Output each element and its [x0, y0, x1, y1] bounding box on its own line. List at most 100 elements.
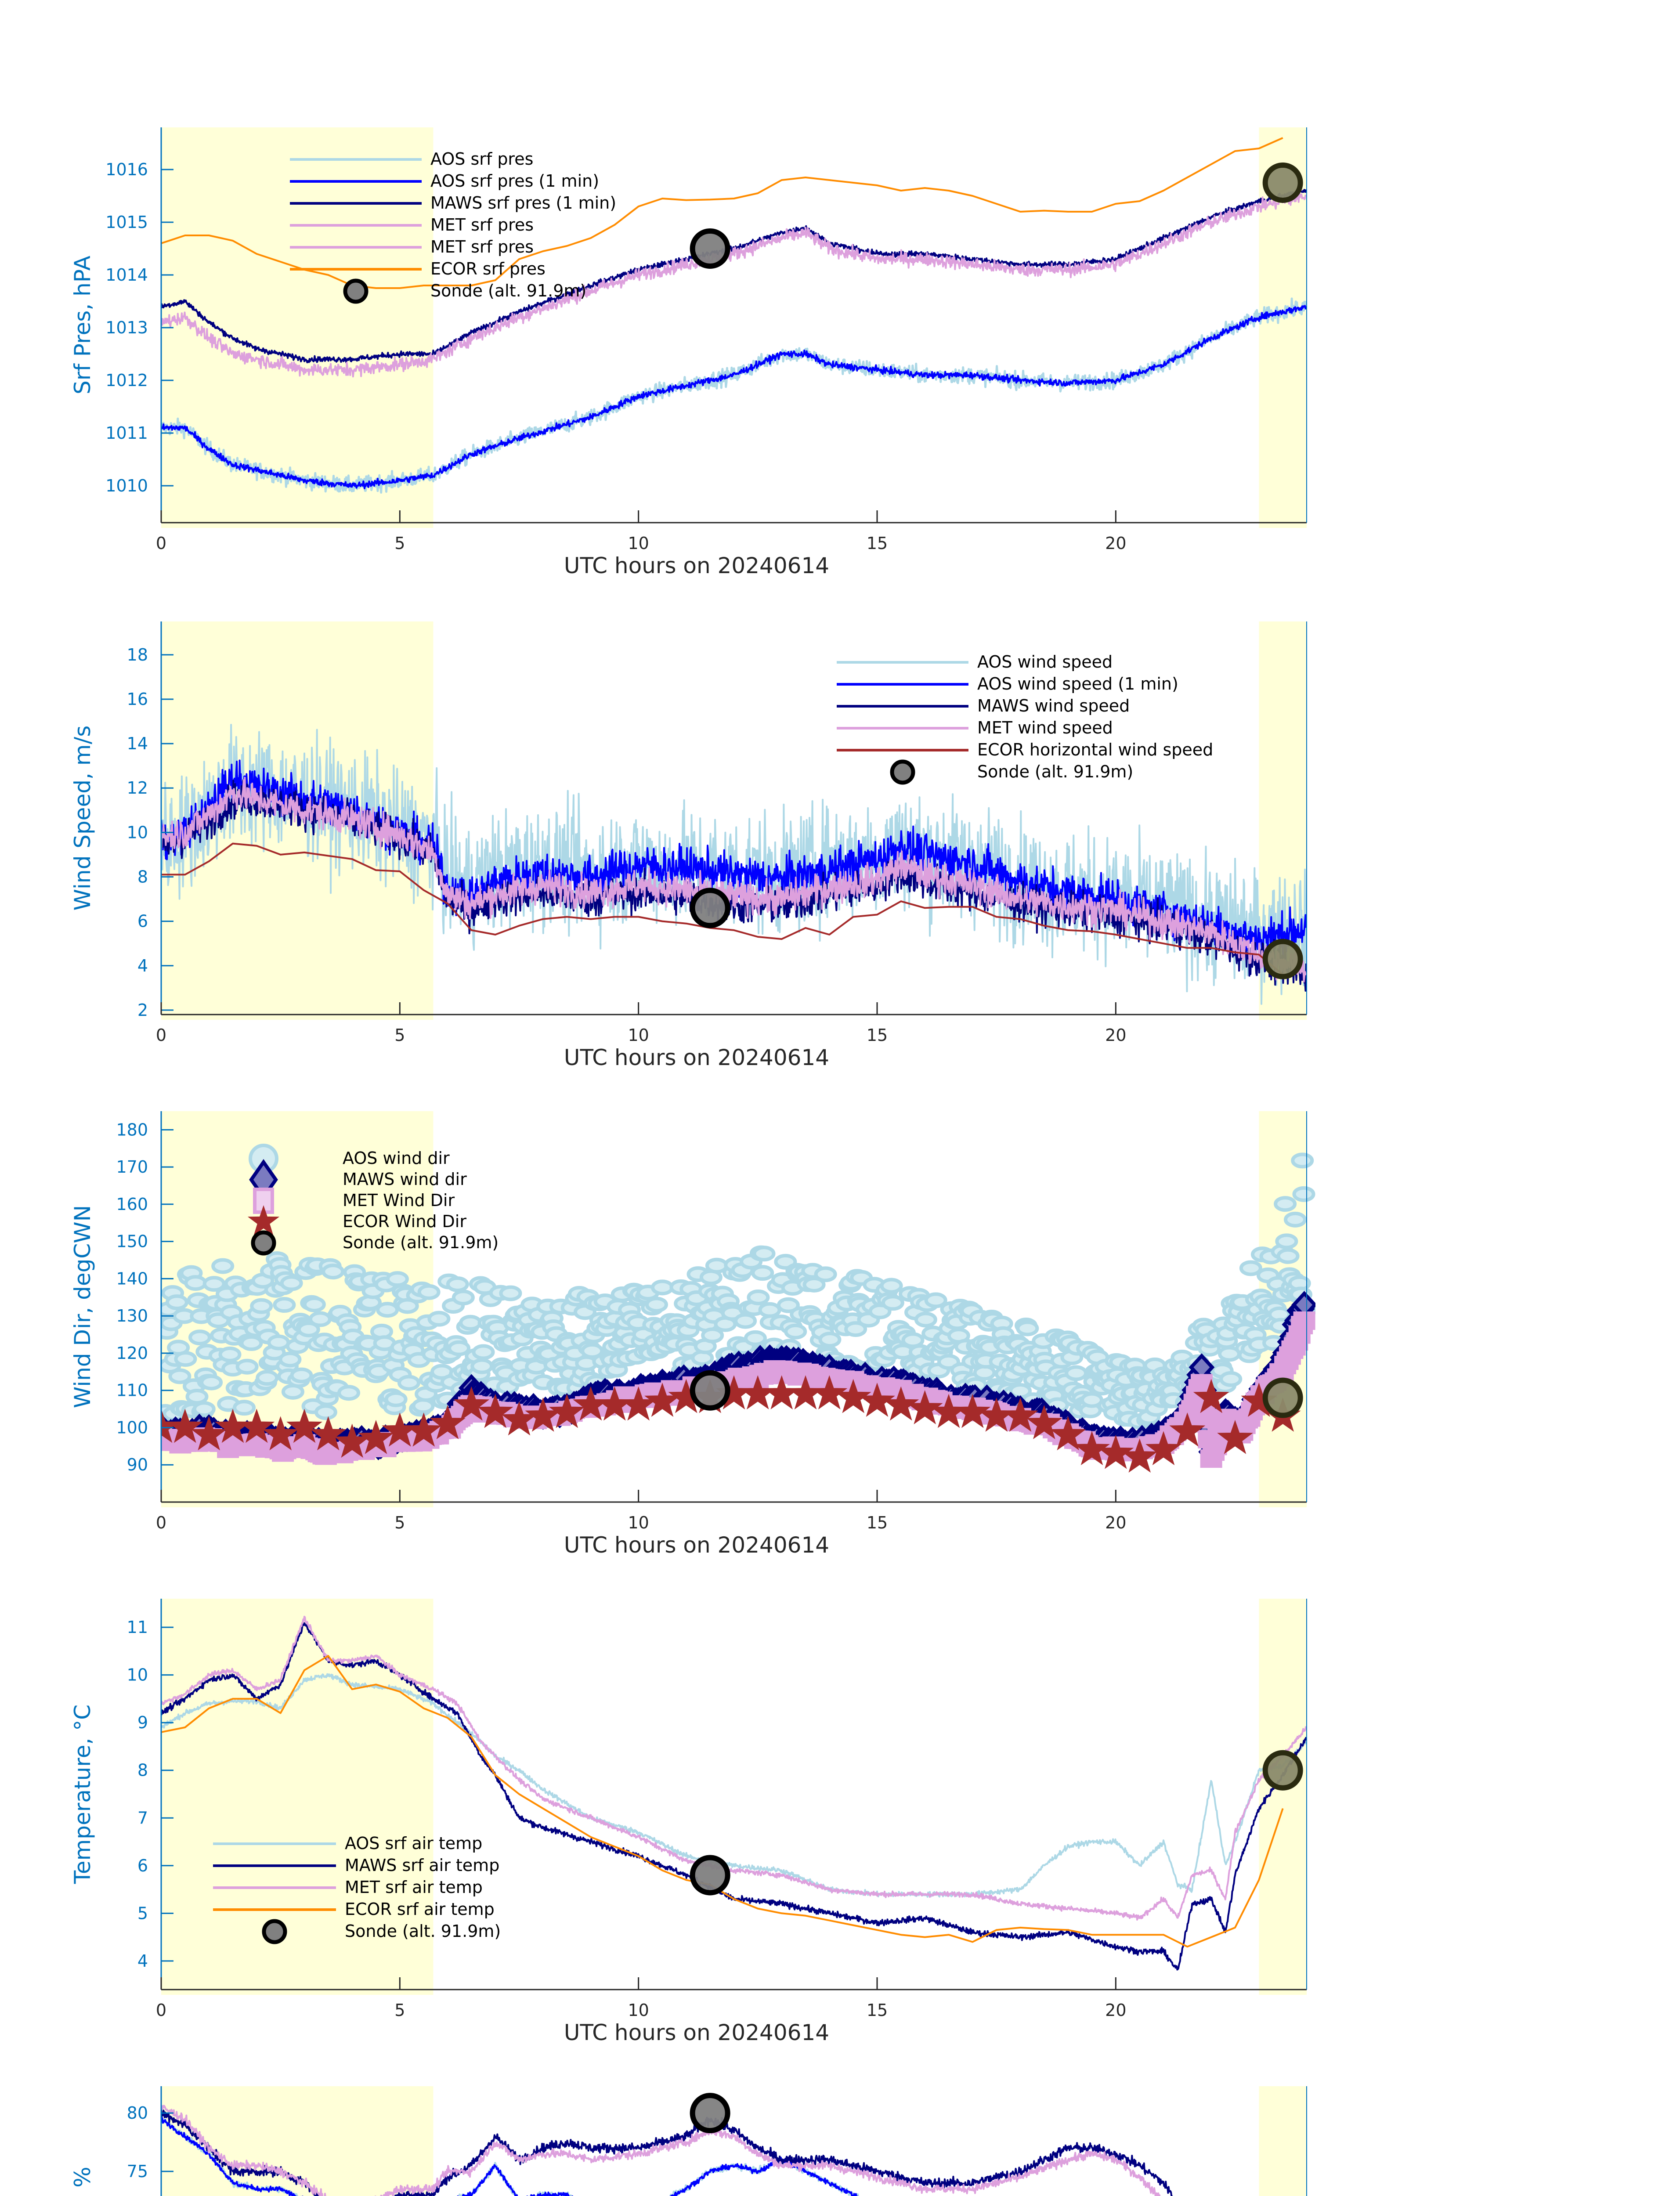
series-met-wind-speed	[161, 777, 1307, 983]
aos-wind-dir-point	[1065, 1365, 1088, 1381]
y-tick-label: 90	[127, 1455, 148, 1474]
ecor-wind-dir-point	[1145, 1431, 1181, 1466]
y-tick-label: 170	[116, 1157, 148, 1177]
aos-wind-dir-point	[218, 1346, 242, 1362]
legend-entry: AOS wind speed	[837, 652, 1113, 672]
series-maws-rh	[161, 2109, 1173, 2196]
aos-wind-dir-point	[744, 1330, 767, 1346]
aos-wind-dir-point	[914, 1311, 937, 1328]
y-tick-label: 1014	[105, 265, 148, 285]
ecor-wind-dir-point	[477, 1394, 513, 1428]
x-tick-label: 15	[867, 1513, 888, 1532]
aos-wind-dir-point	[165, 1294, 188, 1311]
sonde-point	[690, 228, 730, 269]
plot-area	[161, 1615, 1307, 1971]
legend-entry: Sonde (alt. 91.9m)	[890, 759, 1133, 785]
legend-entry: MET srf pres	[290, 215, 534, 235]
legend-entry: AOS srf air temp	[213, 1834, 482, 1853]
ecor-wind-dir-point	[262, 1416, 299, 1451]
y-axis-label: Wind Speed, m/s	[70, 726, 95, 911]
y-tick-label: 8	[137, 1761, 148, 1780]
aos-wind-dir-point	[337, 1385, 361, 1401]
legend-entry: ECOR srf air temp	[213, 1900, 495, 1919]
ecor-wind-dir-point	[310, 1416, 347, 1451]
y-tick-label: 16	[127, 690, 148, 709]
y-tick-label: 1011	[105, 423, 148, 443]
series-met-srf-air-temp	[161, 1615, 1307, 1921]
aos-wind-dir-point	[814, 1266, 837, 1282]
y-axis-label: Srf Pres, hPA	[70, 256, 95, 394]
aos-wind-dir-point	[235, 1358, 259, 1375]
ecor-wind-dir-point	[811, 1375, 848, 1410]
night-shading	[1259, 2086, 1307, 2196]
y-tick-label: 2	[137, 1000, 148, 1020]
ecor-wind-dir-point	[1217, 1419, 1253, 1454]
aos-wind-dir-point	[174, 1351, 197, 1367]
plot-area	[161, 724, 1307, 1005]
y-tick-label: 18	[127, 645, 148, 665]
y-tick-label: 1012	[105, 371, 148, 390]
y-tick-label: 8	[137, 867, 148, 886]
ecor-wind-dir-point	[191, 1416, 227, 1451]
legend-label: AOS wind speed	[977, 652, 1113, 672]
aos-wind-dir-point	[278, 1351, 302, 1368]
legend-star-icon	[247, 1205, 280, 1235]
aos-wind-dir-point	[472, 1344, 495, 1360]
met-wind-dir-point	[1293, 1311, 1315, 1330]
ecor-wind-dir-point	[1121, 1438, 1158, 1473]
aos-wind-dir-point	[446, 1276, 469, 1293]
y-tick-label: 180	[116, 1120, 148, 1139]
legend-label: AOS srf pres (1 min)	[430, 171, 599, 191]
sonde-point	[1262, 163, 1303, 203]
aos-wind-dir-point	[386, 1271, 409, 1287]
x-tick-label: 0	[156, 1513, 166, 1532]
legend: AOS wind speed AOS wind speed (1 min) MAWS…	[837, 652, 1213, 785]
ecor-wind-dir-point	[835, 1379, 871, 1413]
aos-wind-dir-point	[924, 1292, 947, 1308]
ecor-wind-dir-point	[883, 1386, 919, 1421]
y-tick-label: 80	[127, 2103, 148, 2123]
aos-wind-dir-point	[844, 1321, 867, 1337]
legend-sonde-icon	[343, 278, 369, 304]
y-tick-label: 160	[116, 1195, 148, 1214]
aos-wind-dir-point	[417, 1284, 441, 1300]
legend: AOS wind dir MAWS wind dir MET Wind Dir ECO…	[247, 1144, 499, 1256]
y-tick-label: 100	[116, 1418, 148, 1437]
legend-entry: MAWS wind speed	[837, 696, 1130, 715]
legend-label: ECOR Wind Dir	[343, 1212, 466, 1231]
legend-entry: AOS wind dir	[249, 1144, 450, 1174]
y-tick-label: 7	[137, 1808, 148, 1828]
ecor-wind-dir-point	[238, 1409, 275, 1443]
y-tick-label: 9	[137, 1713, 148, 1732]
legend-label: MET srf air temp	[345, 1878, 483, 1897]
sonde-point	[690, 2093, 730, 2134]
y-tick-label: 11	[127, 1618, 148, 1637]
ecor-wind-dir-point	[907, 1390, 943, 1424]
legend-sonde-icon	[251, 1230, 276, 1256]
aos-wind-dir-point	[1283, 1211, 1307, 1228]
y-axis-label: Relative Humidity, %	[70, 2167, 95, 2196]
y-tick-label: 4	[137, 956, 148, 975]
y-tick-label: 140	[116, 1269, 148, 1288]
series-aos-srf-pres-1-min-	[161, 305, 1307, 489]
legend-entry: Sonde (alt. 91.9m)	[262, 1919, 501, 1944]
aos-wind-dir-point	[290, 1367, 313, 1383]
legend-label: Sonde (alt. 91.9m)	[977, 762, 1133, 781]
aos-wind-dir-point	[470, 1358, 494, 1374]
aos-wind-dir-point	[396, 1298, 419, 1314]
x-tick-label: 15	[867, 534, 888, 553]
legend-entry: MET wind speed	[837, 718, 1113, 737]
aos-wind-dir-point	[1016, 1320, 1039, 1336]
ecor-wind-dir-point	[954, 1394, 991, 1428]
y-tick-label: 75	[127, 2162, 148, 2181]
legend-entry: MET Wind Dir	[253, 1188, 455, 1214]
sonde-point	[1262, 939, 1303, 979]
aos-wind-dir-point	[1239, 1260, 1262, 1276]
aos-wind-dir-point	[1291, 1152, 1314, 1169]
aos-wind-dir-point	[240, 1335, 263, 1351]
legend-label: AOS srf air temp	[345, 1834, 482, 1853]
aos-wind-dir-point	[880, 1278, 903, 1294]
legend-label: MET srf pres	[430, 215, 534, 235]
